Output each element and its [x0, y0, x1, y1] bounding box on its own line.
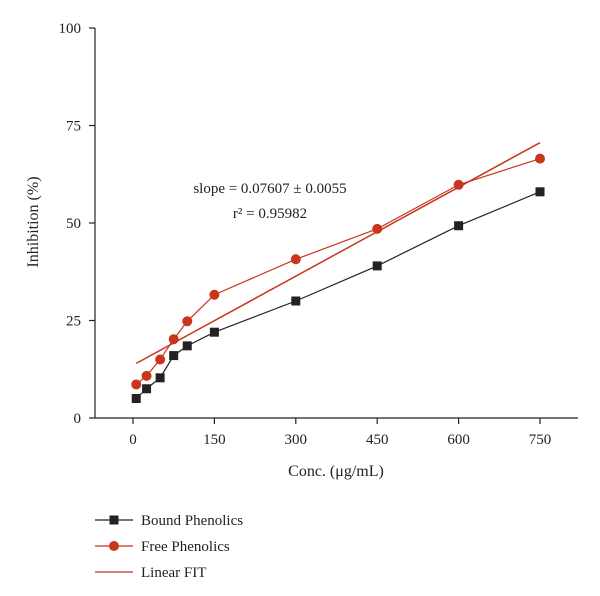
y-tick-label: 75 [66, 119, 81, 135]
legend: Bound Phenolics Free Phenolics Linear FIT [95, 513, 243, 581]
data-point [453, 179, 464, 190]
legend-label: Linear FIT [141, 565, 206, 581]
y-tick-label: 100 [59, 21, 82, 37]
data-point [169, 351, 179, 361]
data-point [535, 153, 546, 164]
y-ticks: 0 25 50 75 100 [59, 21, 95, 427]
series-free-phenolics [131, 153, 546, 390]
x-tick-label: 0 [129, 432, 137, 448]
data-point [372, 223, 383, 234]
x-tick-label: 750 [529, 432, 552, 448]
x-tick-label: 300 [285, 432, 308, 448]
data-point [291, 296, 301, 306]
series-line [135, 158, 541, 385]
x-tick-label: 450 [366, 432, 389, 448]
y-axis-title: Inhibition (%) [25, 176, 42, 267]
r-squared-annotation: r² = 0.95982 [233, 206, 307, 222]
slope-annotation: slope = 0.07607 ± 0.0055 [193, 181, 346, 197]
data-point [182, 316, 193, 327]
y-tick-label: 25 [66, 314, 81, 330]
data-point [141, 370, 152, 381]
legend-item: Bound Phenolics [95, 513, 243, 529]
data-point [454, 221, 464, 231]
x-tick-label: 600 [447, 432, 470, 448]
x-axis-title: Conc. (μg/mL) [288, 463, 384, 480]
legend-label: Free Phenolics [141, 539, 230, 555]
legend-marker [109, 541, 119, 551]
data-point [182, 341, 192, 351]
legend-item: Linear FIT [95, 565, 206, 581]
series-bound-phenolics [131, 187, 545, 403]
series-line [135, 142, 541, 365]
x-ticks: 0 150 300 450 600 750 [129, 418, 551, 448]
series-layer [131, 142, 546, 403]
x-tick-label: 150 [203, 432, 226, 448]
data-point [209, 289, 220, 300]
data-point [535, 187, 545, 197]
data-point [290, 254, 301, 265]
data-point [209, 327, 219, 337]
data-point [131, 394, 141, 403]
series-line [135, 191, 541, 399]
data-point [131, 379, 142, 390]
legend-item: Free Phenolics [95, 539, 230, 555]
y-tick-label: 0 [74, 411, 82, 427]
data-point [372, 261, 382, 271]
data-point [142, 384, 152, 394]
legend-label: Bound Phenolics [141, 513, 243, 529]
legend-marker [109, 515, 119, 525]
axes [94, 28, 578, 419]
series-linear-fit [135, 142, 541, 365]
data-point [155, 373, 165, 383]
data-point [155, 354, 166, 365]
y-tick-label: 50 [66, 216, 81, 232]
